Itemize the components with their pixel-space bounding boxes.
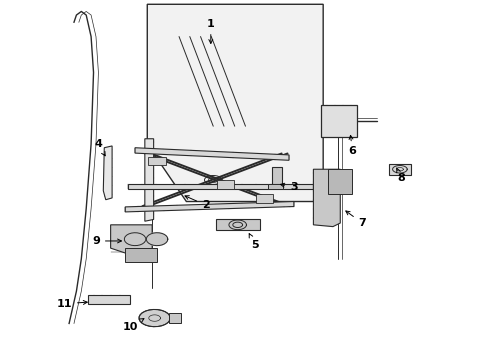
Text: 3: 3 [281,182,297,192]
Polygon shape [125,202,294,212]
Text: 5: 5 [249,234,259,249]
Text: 9: 9 [92,236,122,246]
Polygon shape [389,164,411,175]
Polygon shape [128,184,314,189]
Polygon shape [321,105,357,137]
Polygon shape [216,220,260,230]
Polygon shape [147,233,168,246]
Polygon shape [328,169,352,194]
Polygon shape [314,169,340,226]
Text: 1: 1 [207,19,215,44]
Polygon shape [88,295,130,304]
Text: 10: 10 [122,319,144,332]
Text: 11: 11 [56,299,87,309]
Polygon shape [111,225,152,257]
Polygon shape [145,139,154,221]
Polygon shape [269,184,283,189]
Polygon shape [125,248,157,262]
Polygon shape [272,167,282,184]
Text: 8: 8 [396,168,405,183]
Polygon shape [139,310,170,327]
Polygon shape [256,194,273,203]
Text: 6: 6 [348,135,356,156]
Text: 2: 2 [185,196,210,210]
Text: 4: 4 [95,139,105,156]
Polygon shape [135,148,289,160]
Polygon shape [148,157,166,165]
Polygon shape [147,4,323,202]
Polygon shape [169,313,181,323]
Polygon shape [124,233,146,246]
Polygon shape [217,180,234,189]
Polygon shape [103,146,112,200]
Text: 7: 7 [346,211,366,228]
